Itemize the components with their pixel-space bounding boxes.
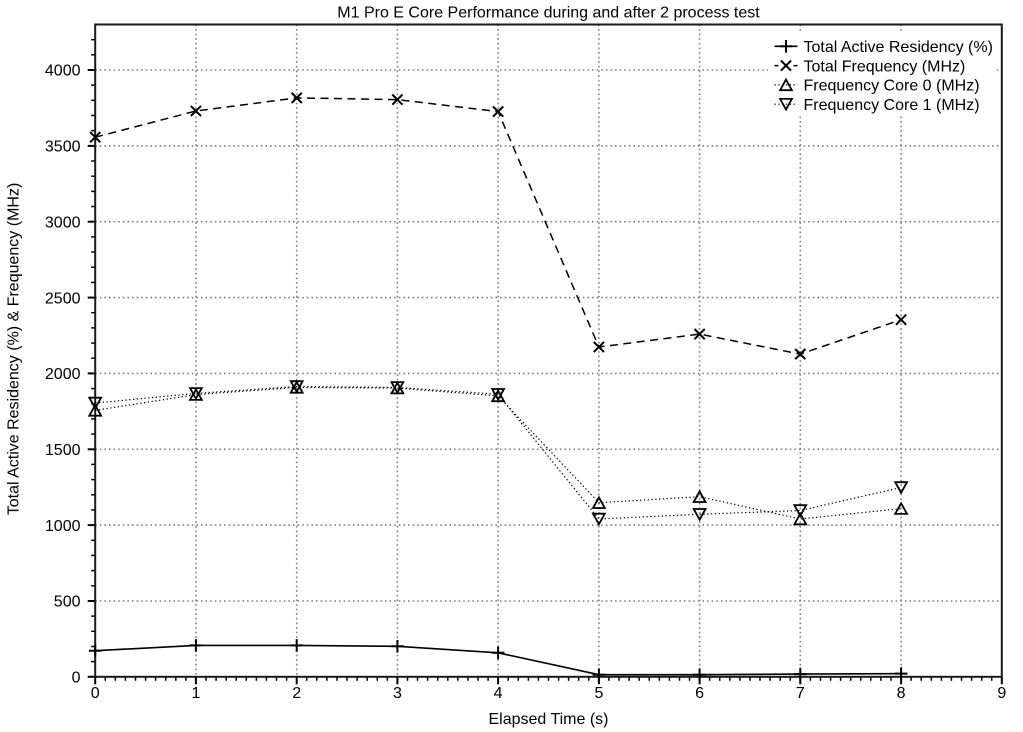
svg-text:500: 500 [54, 594, 81, 611]
svg-text:M1 Pro E Core Performance duri: M1 Pro E Core Performance during and aft… [337, 5, 760, 22]
svg-text:Frequency Core 1 (MHz): Frequency Core 1 (MHz) [804, 97, 980, 114]
svg-text:4000: 4000 [45, 63, 81, 80]
svg-text:1: 1 [191, 685, 200, 702]
svg-text:Total Active Residency (%): Total Active Residency (%) [804, 39, 993, 56]
svg-text:Total Active Residency (%) & F: Total Active Residency (%) & Frequency (… [6, 183, 23, 516]
svg-text:3000: 3000 [45, 214, 81, 231]
svg-text:3500: 3500 [45, 139, 81, 156]
svg-text:2500: 2500 [45, 290, 81, 307]
svg-text:0: 0 [72, 670, 81, 687]
svg-text:Elapsed Time (s): Elapsed Time (s) [488, 711, 608, 728]
svg-text:5: 5 [594, 685, 603, 702]
svg-text:1000: 1000 [45, 518, 81, 535]
svg-text:1500: 1500 [45, 442, 81, 459]
svg-text:2: 2 [292, 685, 301, 702]
svg-text:3: 3 [393, 685, 402, 702]
svg-text:7: 7 [796, 685, 805, 702]
svg-text:6: 6 [695, 685, 704, 702]
svg-text:2000: 2000 [45, 366, 81, 383]
svg-text:9: 9 [997, 685, 1006, 702]
svg-text:0: 0 [91, 685, 100, 702]
svg-text:8: 8 [897, 685, 906, 702]
svg-text:Total Frequency (MHz): Total Frequency (MHz) [804, 58, 966, 75]
svg-text:Frequency Core 0 (MHz): Frequency Core 0 (MHz) [804, 78, 980, 95]
svg-text:4: 4 [494, 685, 503, 702]
